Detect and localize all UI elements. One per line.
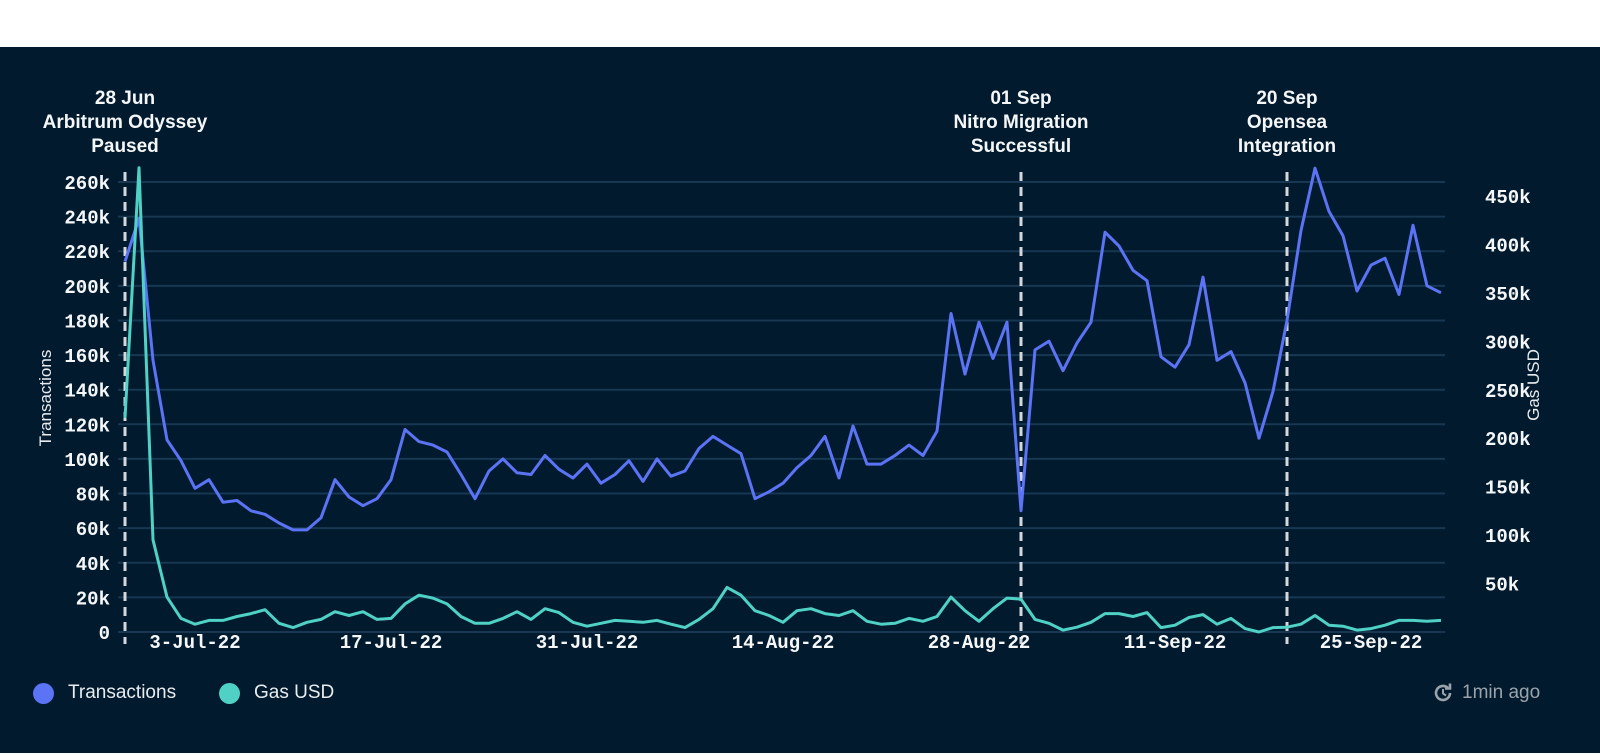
y-right-tick-label: 50k	[1485, 575, 1519, 597]
y-right-axis-title: Gas USD	[1524, 349, 1543, 421]
x-tick-label: 11-Sep-22	[1124, 632, 1227, 654]
annotation-label: 28 Jun	[95, 88, 155, 109]
y-left-tick-label: 200k	[64, 277, 110, 299]
y-left-tick-label: 100k	[64, 450, 110, 472]
annotation-label: Arbitrum Odyssey	[43, 112, 208, 133]
y-left-tick-label: 60k	[76, 519, 110, 541]
y-left-tick-label: 220k	[64, 242, 110, 264]
y-left-tick-label: 240k	[64, 208, 110, 230]
legend-item-transactions[interactable]: Transactions	[33, 682, 176, 704]
series-lines	[123, 166, 1442, 634]
chart-panel	[0, 47, 1600, 753]
y-left-tick-label: 260k	[64, 173, 110, 195]
gas-usd-line	[123, 166, 1442, 634]
transactions-line	[123, 166, 1442, 532]
annotation-label: Opensea	[1247, 112, 1328, 133]
x-tick-label: 3-Jul-22	[149, 632, 240, 654]
annotation-lines	[123, 172, 1289, 644]
legend-label: Transactions	[68, 682, 177, 703]
x-tick-label: 17-Jul-22	[340, 632, 443, 654]
x-tick-label: 25-Sep-22	[1320, 632, 1423, 654]
annotation-label: Paused	[91, 136, 159, 157]
y-right-tick-label: 200k	[1485, 429, 1531, 451]
y-left-tick-label: 180k	[64, 311, 110, 333]
y-left-tick-label: 160k	[64, 346, 110, 368]
annotation-label: 01 Sep	[990, 88, 1051, 109]
y-right-tick-label: 400k	[1485, 235, 1531, 257]
gridlines	[118, 181, 1445, 633]
transactions-legend-dot	[33, 682, 54, 704]
y-left-tick-label: 140k	[64, 381, 110, 403]
last-updated[interactable]: 1min ago	[1432, 682, 1540, 704]
y-left-tick-label: 40k	[76, 554, 110, 576]
y-left-tick-label: 0	[99, 623, 110, 645]
annotation-label: Successful	[971, 136, 1071, 157]
x-tick-label: 14-Aug-22	[732, 632, 835, 654]
y-right-tick-label: 350k	[1485, 284, 1531, 306]
y-left-tick-label: 120k	[64, 415, 110, 437]
axis-labels: 0 20k 40k 60k 80k 100k 120k 140k 160k 180k 200k 220…	[43, 88, 1531, 654]
refresh-icon	[1434, 683, 1452, 702]
x-tick-label: 28-Aug-22	[928, 632, 1031, 654]
annotation-label: Integration	[1238, 136, 1336, 157]
y-left-axis-title: Transactions	[36, 350, 55, 447]
last-updated-text: 1min ago	[1462, 682, 1541, 703]
y-right-tick-label: 300k	[1485, 332, 1531, 354]
y-right-tick-label: 450k	[1485, 187, 1531, 209]
annotation-label: 20 Sep	[1256, 88, 1317, 109]
y-right-tick-label: 250k	[1485, 381, 1531, 403]
legend-item-gas-usd[interactable]: Gas USD	[219, 682, 334, 704]
x-tick-label: 31-Jul-22	[536, 632, 639, 654]
y-right-tick-label: 150k	[1485, 478, 1531, 500]
y-left-tick-label: 20k	[76, 588, 110, 610]
legend-label: Gas USD	[254, 682, 335, 703]
y-left-tick-label: 80k	[76, 485, 110, 507]
gas-usd-legend-dot	[219, 682, 240, 704]
annotation-label: Nitro Migration	[953, 112, 1088, 133]
y-right-tick-label: 100k	[1485, 526, 1531, 548]
